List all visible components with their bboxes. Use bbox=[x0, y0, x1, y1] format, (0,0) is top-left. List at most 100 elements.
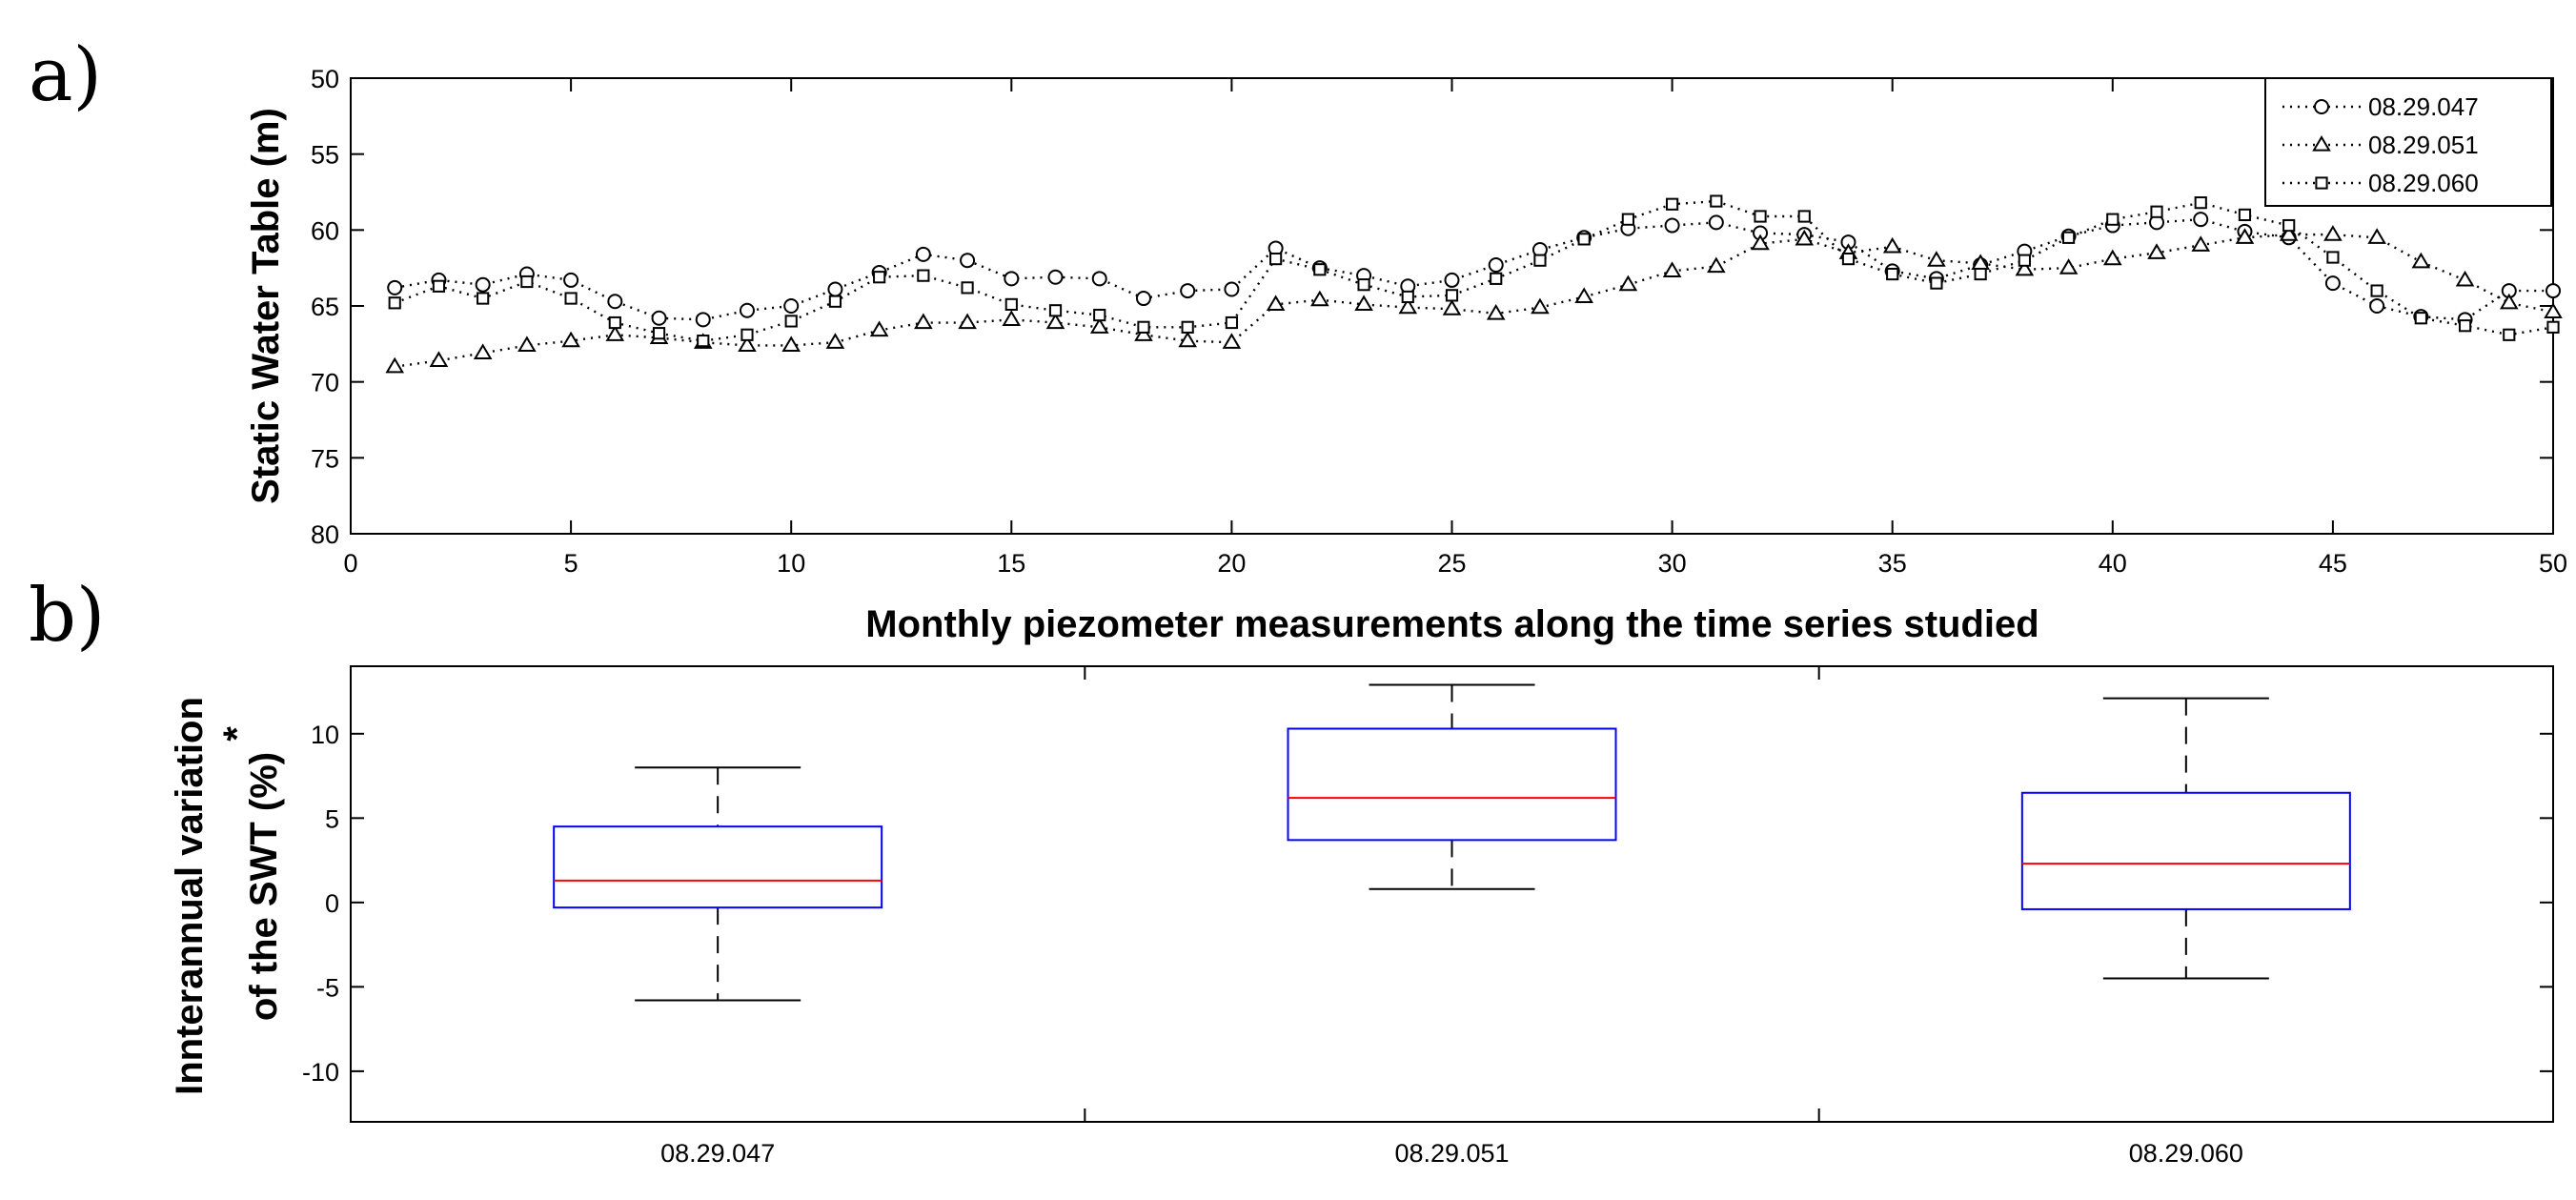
data-point-triangle bbox=[2455, 270, 2475, 287]
box-y-tick-label: 0 bbox=[325, 889, 339, 918]
data-point-square bbox=[2370, 284, 2383, 297]
data-point-circle bbox=[387, 279, 403, 295]
data-point-square bbox=[2458, 319, 2472, 333]
data-point-triangle bbox=[1531, 297, 1550, 315]
data-point-square bbox=[1710, 194, 1723, 208]
data-point-square bbox=[1269, 253, 1283, 266]
series-line bbox=[394, 199, 2554, 342]
x-tick-label: 5 bbox=[564, 549, 578, 578]
data-point-square bbox=[1490, 272, 1503, 285]
box-category-label: 08.29.060 bbox=[2129, 1139, 2243, 1168]
x-tick-label: 35 bbox=[1878, 549, 1907, 578]
data-point-square bbox=[388, 296, 401, 310]
data-point-square bbox=[1666, 197, 1679, 211]
data-point-square bbox=[1401, 290, 1414, 304]
data-point-triangle bbox=[1442, 299, 1462, 315]
data-point-circle bbox=[783, 298, 800, 314]
data-point-circle bbox=[1047, 269, 1064, 285]
data-point-square bbox=[1797, 210, 1811, 223]
box-08.29.060 bbox=[2020, 697, 2351, 980]
data-point-square bbox=[2018, 254, 2031, 267]
y-tick-label: 65 bbox=[311, 293, 339, 321]
data-point-square bbox=[1004, 297, 1018, 312]
data-point-circle bbox=[1488, 256, 1504, 273]
series-08.29.051 bbox=[385, 225, 2563, 374]
data-point-triangle bbox=[429, 351, 449, 367]
series-08.29.060 bbox=[388, 194, 2560, 348]
data-point-triangle bbox=[2279, 225, 2299, 241]
data-point-triangle bbox=[1751, 234, 1770, 251]
data-point-circle bbox=[651, 310, 667, 326]
data-point-triangle bbox=[2499, 293, 2519, 310]
x-tick-label: 15 bbox=[997, 549, 1025, 578]
data-point-square bbox=[2061, 231, 2076, 244]
data-point-square bbox=[1930, 276, 1943, 290]
data-point-triangle bbox=[914, 313, 933, 330]
x-axis-title: Monthly piezometer measurements along th… bbox=[865, 603, 2038, 645]
y-axis-title: Static Water Table (m) bbox=[245, 108, 287, 504]
series-line bbox=[395, 217, 2553, 321]
data-point-square bbox=[2150, 205, 2163, 218]
box-plot-area-frame bbox=[350, 665, 2554, 1123]
legend-label: 08.29.060 bbox=[2368, 169, 2479, 197]
data-point-triangle bbox=[1662, 261, 1682, 277]
data-point-square bbox=[432, 279, 446, 293]
data-point-circle bbox=[1135, 291, 1151, 307]
box-category-label: 08.29.047 bbox=[660, 1139, 775, 1168]
data-point-square bbox=[2546, 320, 2560, 334]
data-point-triangle bbox=[2102, 249, 2122, 266]
box-y-axis-title-line2: of the SWT (%) bbox=[243, 752, 285, 1021]
data-point-circle bbox=[2193, 212, 2209, 228]
data-point-square bbox=[1841, 253, 1856, 266]
line-chart-ticks: 0 5 10 15 20 25 30 35 40 45 50 50 55 60 65 70 75 80 bbox=[311, 65, 2567, 578]
legend-marker-circle bbox=[2314, 99, 2329, 114]
data-point-square bbox=[2194, 196, 2207, 210]
data-point-square bbox=[520, 275, 534, 289]
data-point-triangle bbox=[2015, 259, 2035, 276]
data-point-triangle bbox=[1882, 236, 1902, 254]
data-point-square bbox=[1225, 315, 1239, 330]
data-point-triangle bbox=[1045, 313, 1065, 330]
data-point-square bbox=[2503, 328, 2516, 341]
data-point-square bbox=[1577, 233, 1591, 246]
data-point-triangle bbox=[517, 336, 537, 353]
iqr-box bbox=[2020, 791, 2351, 910]
data-point-circle bbox=[1664, 217, 1680, 234]
data-point-square bbox=[608, 315, 621, 330]
data-point-square bbox=[2326, 251, 2340, 264]
data-point-triangle bbox=[2367, 228, 2386, 244]
box-plot-ticks: -10 -5 0 5 10 08.29.047 08.29.051 08.29.060 bbox=[302, 666, 2553, 1168]
data-point-circle bbox=[960, 253, 976, 269]
data-point-triangle bbox=[2235, 228, 2255, 244]
data-point-circle bbox=[1091, 271, 1107, 287]
data-point-triangle bbox=[473, 343, 493, 359]
x-tick-label: 25 bbox=[1437, 549, 1466, 578]
data-point-triangle bbox=[1134, 325, 1153, 341]
data-point-triangle bbox=[2147, 243, 2166, 259]
data-point-square bbox=[1445, 289, 1459, 302]
legend-marker-triangle bbox=[2312, 134, 2331, 152]
data-point-square bbox=[2282, 218, 2296, 233]
data-point-triangle bbox=[1310, 290, 1329, 307]
x-tick-label: 45 bbox=[2319, 549, 2347, 578]
x-tick-label: 10 bbox=[777, 549, 805, 578]
data-point-triangle bbox=[738, 336, 757, 353]
data-point-circle bbox=[1224, 281, 1240, 297]
x-tick-label: 40 bbox=[2099, 549, 2127, 578]
data-point-square bbox=[1181, 320, 1194, 334]
data-point-circle bbox=[1708, 214, 1724, 231]
iqr-box bbox=[553, 825, 883, 909]
data-point-triangle bbox=[1222, 333, 1242, 349]
data-point-square bbox=[1048, 304, 1063, 317]
y-tick-label: 50 bbox=[311, 65, 339, 93]
legend-box bbox=[2264, 77, 2552, 207]
data-point-triangle bbox=[1486, 303, 1506, 320]
data-point-circle bbox=[475, 276, 491, 293]
data-point-circle bbox=[2324, 275, 2341, 292]
box-y-tick-label: -10 bbox=[302, 1058, 339, 1087]
box-y-tick-label: 10 bbox=[311, 721, 339, 749]
data-point-square bbox=[1754, 210, 1767, 223]
series-line bbox=[395, 233, 2554, 368]
data-point-triangle bbox=[2323, 225, 2343, 241]
